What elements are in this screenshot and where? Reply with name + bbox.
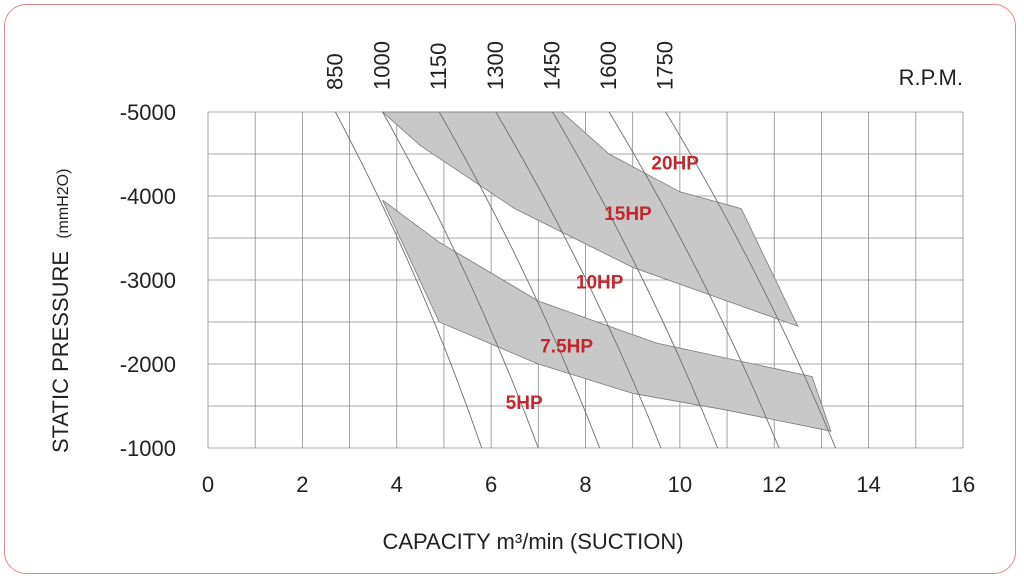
rpm-line-1300 <box>495 111 662 449</box>
rpm-line-850 <box>335 111 483 449</box>
rpm-line-1600 <box>608 111 780 449</box>
rpm-tick-1150: 1150 <box>426 43 451 90</box>
x-axis-title: CAPACITY m³/min (SUCTION) <box>382 529 683 554</box>
rpm-line-1000 <box>382 111 539 449</box>
power-label: 15HP <box>604 204 652 225</box>
rpm-axis-label: R.P.M. <box>899 65 963 90</box>
x-tick-label: 8 <box>579 472 591 497</box>
y-tick-label: -3000 <box>120 268 176 293</box>
power-labels: 20HP 15HP 10HP 7.5HP 5HP <box>506 153 700 413</box>
power-label: 20HP <box>651 153 699 174</box>
x-tick-label: 4 <box>391 472 403 497</box>
x-tick-label: 16 <box>951 472 975 497</box>
power-label: 7.5HP <box>540 337 593 358</box>
rpm-tick-1600: 1600 <box>596 41 621 90</box>
rpm-lines <box>335 111 837 449</box>
rpm-tick-1300: 1300 <box>483 41 508 90</box>
rpm-tick-1750: 1750 <box>653 41 678 90</box>
x-tick-label: 12 <box>762 472 786 497</box>
x-tick-label: 2 <box>296 472 308 497</box>
y-tick-label: -5000 <box>120 100 176 125</box>
rpm-tick-1000: 1000 <box>370 41 395 90</box>
y-axis-title-group: STATIC PRESSURE (mmH2O) <box>48 169 73 453</box>
x-tick-label: 6 <box>485 472 497 497</box>
y-axis-title: STATIC PRESSURE <box>48 251 73 453</box>
x-tick-label: 10 <box>668 472 692 497</box>
band-upper <box>381 111 799 327</box>
power-bands <box>381 111 832 432</box>
power-label: 5HP <box>506 393 543 414</box>
y-axis-unit: (mmH2O) <box>55 169 72 239</box>
y-tick-label: -4000 <box>120 184 176 209</box>
band-lower <box>382 199 832 432</box>
svg-text:STATIC PRESSURE (mmH2O): STATIC PRESSURE (mmH2O) <box>48 169 73 453</box>
y-tick-label: -2000 <box>120 352 176 377</box>
rpm-tick-1450: 1450 <box>540 41 565 90</box>
x-tick-label: 0 <box>202 472 214 497</box>
rpm-line-1750 <box>665 111 837 449</box>
power-label: 10HP <box>576 273 624 294</box>
x-tick-label: 14 <box>856 472 880 497</box>
rpm-line-1150 <box>438 111 601 449</box>
rpm-tick-labels: 850 1000 1150 1300 1450 1600 1750 <box>322 41 677 90</box>
rpm-tick-850: 850 <box>322 53 347 90</box>
rpm-line-1450 <box>552 111 719 449</box>
x-tick-labels: 0 2 4 6 8 10 12 14 16 <box>202 472 975 497</box>
y-tick-labels: -5000 -4000 -3000 -2000 -1000 <box>120 100 176 461</box>
y-tick-label: -1000 <box>120 436 176 461</box>
